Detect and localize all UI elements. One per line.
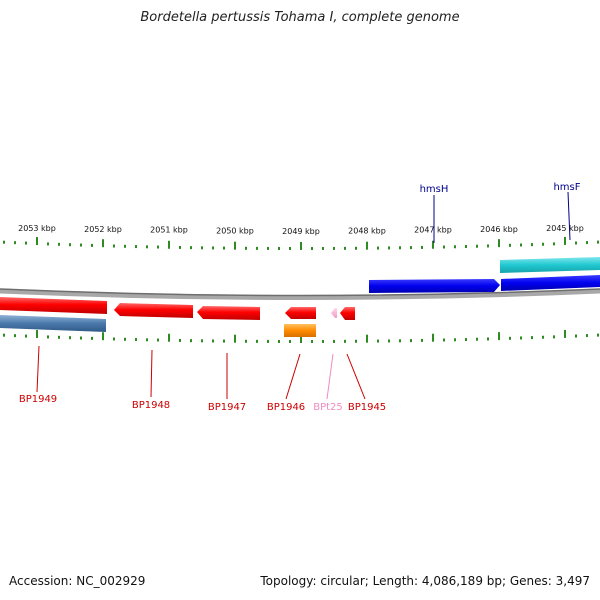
ruler-tick-label: 2046 kbp bbox=[480, 225, 518, 234]
ruler-tick-label: 2045 kbp bbox=[546, 224, 584, 233]
BP1947-arrow[interactable] bbox=[197, 306, 260, 320]
BP1947-label[interactable]: BP1947 bbox=[208, 402, 246, 413]
ruler-tick-labels: 2053 kbp 2052 kbp 2051 kbp 2050 kbp 2049 kbp… bbox=[18, 224, 584, 236]
BP1946-callout bbox=[285, 353, 301, 400]
ruler-tick-label: 2047 kbp bbox=[414, 226, 452, 235]
BP1949-arrow[interactable] bbox=[0, 297, 107, 314]
ruler-tick-label: 2052 kbp bbox=[84, 225, 122, 234]
BP1945-label[interactable]: BP1945 bbox=[348, 402, 386, 413]
accession-text: Accession: NC_002929 bbox=[9, 574, 146, 588]
BP1946-orange-bar[interactable] bbox=[284, 324, 316, 337]
hmsF-callout bbox=[567, 191, 571, 241]
ruler-tick-label: 2053 kbp bbox=[18, 224, 56, 233]
ruler-ticks-bottom bbox=[3, 329, 599, 343]
hmsH-label[interactable]: hmsH bbox=[420, 184, 449, 195]
BP1949-gene-bar[interactable] bbox=[0, 315, 106, 332]
BP1946-label[interactable]: BP1946 bbox=[267, 402, 305, 413]
BPt25-callout bbox=[326, 353, 334, 400]
BP1948-arrow[interactable] bbox=[114, 303, 193, 318]
ruler-tick-label: 2050 kbp bbox=[216, 226, 254, 235]
ruler-ticks-top bbox=[3, 236, 599, 250]
BPt25-label[interactable]: BPt25 bbox=[313, 402, 343, 413]
ruler-tick-label: 2049 kbp bbox=[282, 227, 320, 236]
hmsF-gene-arrow[interactable] bbox=[500, 257, 600, 273]
topology-text: Topology: circular; Length: 4,086,189 bp… bbox=[260, 574, 590, 588]
BP1946-arrow[interactable] bbox=[285, 307, 316, 319]
hmsF-cds-arrow[interactable] bbox=[501, 275, 600, 291]
BP1945-arrow[interactable] bbox=[340, 307, 355, 320]
backbone-arc bbox=[0, 288, 600, 300]
map-title: Bordetella pertussis Tohama I, complete … bbox=[140, 10, 460, 25]
BP1948-callout bbox=[150, 349, 153, 398]
hmsF-label[interactable]: hmsF bbox=[553, 182, 580, 193]
hmsH-gene-arrow[interactable] bbox=[369, 279, 500, 293]
BP1948-label[interactable]: BP1948 bbox=[132, 400, 170, 411]
BP1945-callout bbox=[346, 353, 366, 400]
ruler-tick-label: 2048 kbp bbox=[348, 226, 386, 235]
backbone-arc-shade bbox=[0, 288, 600, 297]
BPt25-arrow[interactable] bbox=[331, 308, 337, 318]
BP1949-callout bbox=[36, 345, 40, 393]
ruler-tick-label: 2051 kbp bbox=[150, 226, 188, 235]
BP1949-label[interactable]: BP1949 bbox=[19, 394, 57, 405]
